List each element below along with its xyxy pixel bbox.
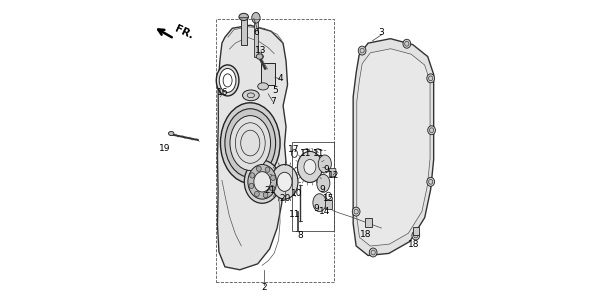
Text: 11: 11 xyxy=(289,210,300,219)
Text: 9: 9 xyxy=(319,185,324,194)
Text: 13: 13 xyxy=(255,46,267,55)
Bar xyxy=(241,18,247,45)
Ellipse shape xyxy=(252,12,260,23)
Ellipse shape xyxy=(427,74,435,83)
Text: 17: 17 xyxy=(289,144,300,154)
Ellipse shape xyxy=(369,248,377,257)
Ellipse shape xyxy=(352,207,360,216)
Ellipse shape xyxy=(271,165,298,199)
Text: 19: 19 xyxy=(159,144,171,153)
Ellipse shape xyxy=(242,90,259,101)
Ellipse shape xyxy=(254,191,259,197)
Ellipse shape xyxy=(304,160,316,174)
Ellipse shape xyxy=(358,46,366,55)
Ellipse shape xyxy=(169,132,174,135)
Ellipse shape xyxy=(249,183,254,188)
Ellipse shape xyxy=(427,177,435,186)
FancyBboxPatch shape xyxy=(329,168,336,177)
Ellipse shape xyxy=(225,109,276,177)
Text: 14: 14 xyxy=(319,207,330,216)
Bar xyxy=(413,227,419,235)
Ellipse shape xyxy=(297,151,323,182)
Ellipse shape xyxy=(250,173,254,178)
Polygon shape xyxy=(357,49,430,246)
Text: 18: 18 xyxy=(360,230,371,239)
Text: 11: 11 xyxy=(300,149,311,158)
Bar xyxy=(216,19,334,282)
Text: 9: 9 xyxy=(323,165,329,174)
Ellipse shape xyxy=(263,192,268,197)
Ellipse shape xyxy=(317,174,330,192)
Ellipse shape xyxy=(248,165,277,199)
Ellipse shape xyxy=(428,126,435,135)
Polygon shape xyxy=(353,39,434,256)
FancyBboxPatch shape xyxy=(326,200,333,209)
Ellipse shape xyxy=(244,160,280,203)
Text: 2: 2 xyxy=(261,283,267,292)
Ellipse shape xyxy=(230,116,271,170)
Text: 12: 12 xyxy=(327,171,339,180)
Text: 15: 15 xyxy=(323,194,334,203)
Ellipse shape xyxy=(219,69,236,92)
Text: 20: 20 xyxy=(280,194,291,203)
Text: 5: 5 xyxy=(273,86,278,95)
Text: 3: 3 xyxy=(379,28,384,37)
Bar xyxy=(292,141,334,231)
Text: 21: 21 xyxy=(264,186,276,195)
Polygon shape xyxy=(218,25,287,270)
Bar xyxy=(261,63,275,85)
Ellipse shape xyxy=(221,103,280,183)
Ellipse shape xyxy=(256,54,263,59)
Ellipse shape xyxy=(217,65,239,96)
Ellipse shape xyxy=(239,13,248,20)
Ellipse shape xyxy=(318,155,332,173)
Text: 10: 10 xyxy=(291,189,302,198)
Text: 6: 6 xyxy=(253,28,259,37)
Bar xyxy=(365,218,372,227)
Text: 4: 4 xyxy=(277,74,283,83)
Ellipse shape xyxy=(265,167,270,172)
Text: 16: 16 xyxy=(217,88,228,97)
Ellipse shape xyxy=(258,83,268,90)
Text: FR.: FR. xyxy=(173,24,195,41)
Ellipse shape xyxy=(412,231,419,240)
Ellipse shape xyxy=(270,185,274,191)
Text: 11: 11 xyxy=(313,149,324,158)
Text: 7: 7 xyxy=(270,97,276,106)
Ellipse shape xyxy=(254,172,271,192)
Text: 8: 8 xyxy=(297,231,303,240)
Ellipse shape xyxy=(277,172,292,191)
Ellipse shape xyxy=(271,175,276,180)
Bar xyxy=(254,19,258,57)
Text: 9: 9 xyxy=(313,204,319,213)
Ellipse shape xyxy=(257,166,261,171)
Ellipse shape xyxy=(403,39,411,48)
Text: 18: 18 xyxy=(408,240,419,249)
Ellipse shape xyxy=(313,194,326,212)
